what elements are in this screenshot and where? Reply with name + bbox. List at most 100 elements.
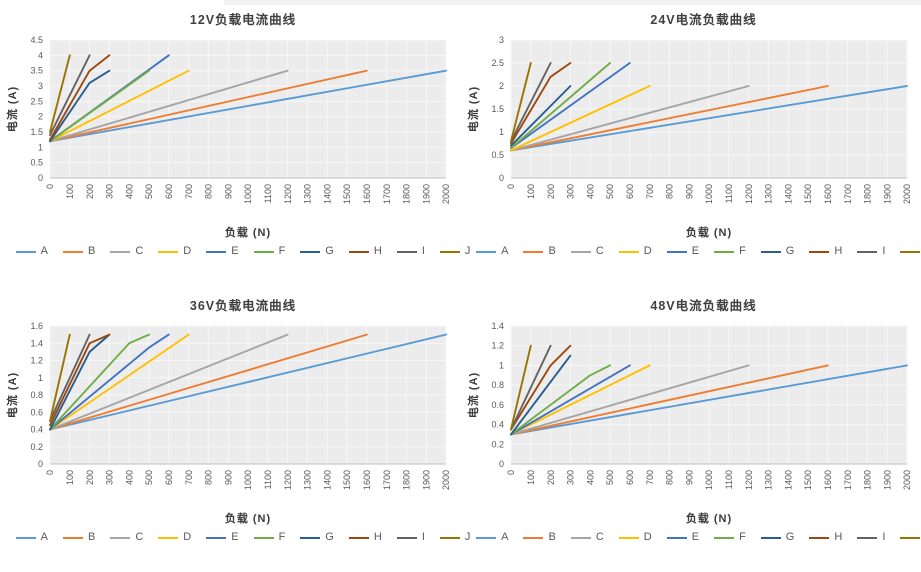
series-line-D [509,364,651,436]
x-tick-label: 400 [124,470,134,485]
legend-swatch-C [110,536,131,539]
legend-swatch-J [900,536,921,539]
legend-label-D: D [643,531,652,543]
legend-swatch-I [396,536,417,539]
x-tick-label: 1800 [402,184,412,204]
legend-swatch-C [570,536,591,539]
x-tick-label: 1300 [763,470,773,490]
y-axis-title: 电流 (A) [5,372,19,418]
x-axis-title: 负载 (N) [225,225,271,239]
legend-item-H: H [809,532,842,543]
y-tick-label: 3 [38,81,43,91]
x-tick-label: 1100 [724,184,734,203]
legend-label-C: C [135,531,144,543]
series-line-B [49,333,368,431]
y-tick-label: 0.4 [30,425,43,435]
legend-item-B: B [523,531,556,543]
series-line-F [509,364,611,436]
legend-item-I: I [857,532,885,543]
x-tick-label: 100 [65,470,75,485]
series-line-J [49,333,71,422]
series-line-C [509,364,750,436]
y-tick-label: 1.4 [30,338,43,348]
legend-swatch-J [439,536,460,539]
y-tick-label: 0 [38,459,43,469]
legend-item-D: D [158,246,191,257]
x-tick-label: 500 [144,184,154,199]
legend-item-B: B [62,246,95,257]
legend-item-B: B [523,246,556,257]
legend-item-A: A [476,246,508,257]
legend-label-G: G [325,531,334,543]
y-tick-label: 1.2 [491,341,504,351]
y-tick-label: 1.2 [30,356,43,366]
x-tick-label: 500 [605,184,615,199]
plot-svg-36v: 0 0.2 0.4 0.6 0.8 1 1.2 1.4 1.6 0 100 200 300 400 500 6… [5,321,451,525]
x-tick-label: 300 [565,184,575,199]
legend-item-J: J [900,532,921,543]
legend-swatch-I [396,250,417,253]
x-tick-label: 2000 [902,470,912,490]
x-tick-label: 200 [545,470,555,485]
legend-label-A: A [40,245,48,257]
legend-item-I: I [396,246,425,257]
legend-label-G: G [785,245,795,257]
y-tick-label: 0.6 [30,407,43,417]
series-line-I [49,54,91,137]
legend-swatch-I [857,536,878,539]
x-tick-label: 1200 [283,470,293,490]
series-line-C [509,85,750,152]
series-line-F [49,69,150,143]
legend-swatch-H [348,250,369,253]
legend-label-D: D [643,245,652,257]
x-tick-label: 400 [124,184,134,199]
legend-label-F: F [739,531,746,543]
series-line-J [49,54,71,133]
legend-label-D: D [183,531,192,543]
x-tick-label: 100 [526,184,536,199]
x-tick-label: 300 [105,184,115,199]
y-tick-label: 0.5 [491,150,504,160]
y-tick-label: 1.5 [491,104,504,114]
legend-label-J: J [464,245,471,257]
x-tick-label: 200 [545,184,555,199]
series-line-H [49,54,111,141]
y-axis-title: 电流 (A) [466,86,480,132]
legend-item-F: F [253,246,285,257]
x-tick-label: 2000 [902,184,912,204]
x-tick-label: 1300 [303,470,313,490]
legend-swatch-E [206,536,227,539]
y-tick-label: 0 [498,459,503,469]
legend-swatch-A [15,536,36,539]
legend-item-F: F [253,532,285,543]
series-line-J [509,344,532,431]
legend-label-B: B [548,531,556,543]
series-line-E [509,364,631,436]
legend-item-H: H [348,532,382,543]
legend-item-E: E [666,532,699,543]
legend-item-G: G [300,246,334,257]
y-tick-label: 4.5 [30,35,43,45]
top-edge-artifact-strip [224,0,921,5]
series-line-E [509,62,631,150]
series-line-I [49,333,91,422]
x-tick-label: 800 [664,470,674,485]
x-tick-label: 500 [605,470,615,485]
series-line-F [49,333,150,431]
chart-title-12v: 12V负载电流曲线 [189,13,297,27]
legend-item-H: H [809,246,842,257]
x-tick-label: 1100 [263,470,273,489]
y-tick-label: 3 [498,35,503,45]
y-tick-label: 0.8 [30,390,43,400]
x-tick-label: 700 [644,470,654,485]
legend-36v: A B C D E F G H I J [0,531,470,543]
legend-label-G: G [325,245,334,257]
legend-label-H: H [373,245,382,257]
x-tick-label: 1500 [342,184,352,204]
series-line-C [49,333,289,431]
x-tick-label: 700 [184,184,194,199]
legend-label-A: A [40,531,48,543]
x-tick-label: 0 [45,470,55,475]
legend-swatch-A [15,250,36,253]
